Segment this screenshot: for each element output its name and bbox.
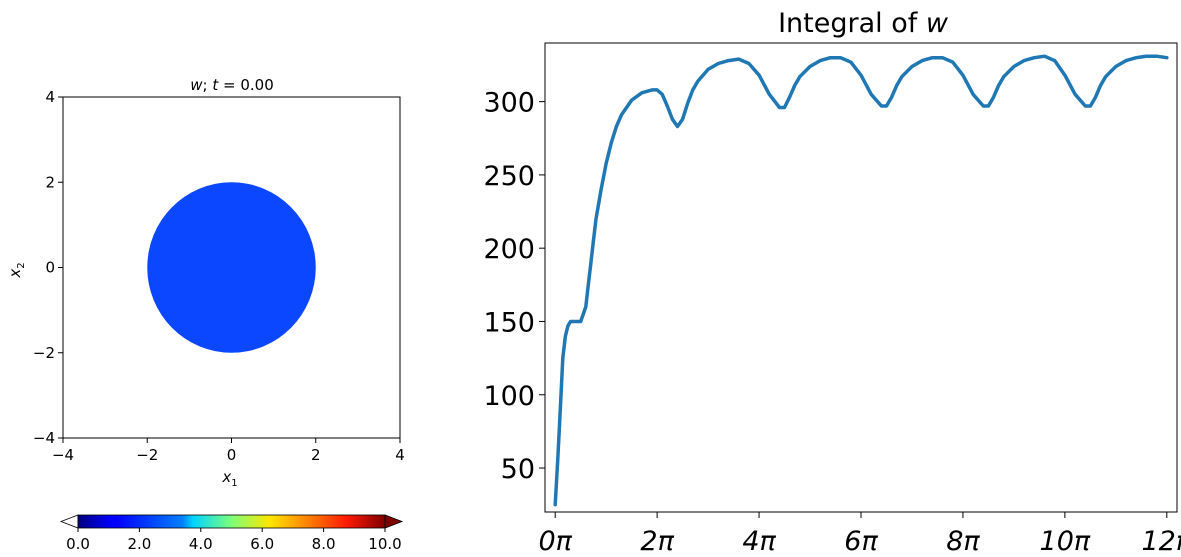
colorbar-tick-label: 0.0 <box>66 535 90 553</box>
heatmap-y-tick-label: −2 <box>33 344 55 362</box>
integral-series-line <box>553 54 1169 507</box>
line-x-tick-label: 0π <box>538 526 572 557</box>
colorbar-max-extension <box>384 514 404 529</box>
line-x-ticks: 0π 2π 4π 6π 8π 10π 12π <box>538 512 1181 557</box>
heatmap-x-tick-label: 4 <box>395 446 405 464</box>
line-x-tick-label: 6π <box>844 526 878 557</box>
heatmap-y-tick-label: 4 <box>45 88 55 106</box>
line-frame <box>544 42 1178 513</box>
heatmap-x-tick-label: −2 <box>136 446 158 464</box>
colorbar-tick-label: 2.0 <box>127 535 151 553</box>
heatmap-plot-area <box>147 182 316 353</box>
line-y-tick-label: 100 <box>483 381 535 412</box>
line-x-tick-label: 12π <box>1141 526 1181 557</box>
colorbar-min-extension <box>59 514 79 529</box>
heatmap-x-ticks: −4 −2 0 2 4 <box>52 438 405 464</box>
line-x-tick-label: 2π <box>640 526 674 557</box>
colorbar-ticks: 0.0 2.0 4.0 6.0 8.0 10.0 <box>66 528 402 553</box>
heatmap-y-tick-label: −4 <box>33 429 55 447</box>
heatmap-panel: w; t = 0.00 −4 −2 0 2 4 −4 −2 0 2 4 x1 x2 0.0 2.0… <box>6 76 405 553</box>
heatmap-y-tick-label: 2 <box>45 173 55 191</box>
colorbar-tick-label: 6.0 <box>250 535 274 553</box>
line-x-tick-label: 10π <box>1040 526 1091 557</box>
colorbar: 0.0 2.0 4.0 6.0 8.0 10.0 <box>59 514 404 553</box>
line-y-tick-label: 250 <box>483 161 535 192</box>
line-y-tick-label: 300 <box>483 88 535 119</box>
colorbar-tick-label: 10.0 <box>368 535 401 553</box>
disk-region <box>147 182 316 353</box>
heatmap-x-axis-label: x1 <box>221 468 237 489</box>
line-chart-title: Integral of w <box>778 8 949 39</box>
heatmap-y-ticks: −4 −2 0 2 4 <box>33 88 63 447</box>
heatmap-y-tick-label: 0 <box>45 259 55 277</box>
line-plot-area <box>553 54 1169 507</box>
colorbar-tick-label: 8.0 <box>312 535 336 553</box>
colorbar-frame <box>77 514 386 529</box>
line-y-tick-label: 50 <box>501 454 535 485</box>
line-y-ticks: 50 100 150 200 250 300 <box>483 88 545 485</box>
line-x-tick-label: 8π <box>946 526 980 557</box>
heatmap-y-axis-label: x2 <box>6 262 27 278</box>
heatmap-title: w; t = 0.00 <box>190 76 274 94</box>
line-panel: Integral of w 0π 2π 4π 6π 8π 10π 12π 50 100 150 2… <box>483 8 1181 557</box>
colorbar-tick-label: 4.0 <box>189 535 213 553</box>
heatmap-x-tick-label: 2 <box>311 446 321 464</box>
heatmap-x-tick-label: −4 <box>52 446 74 464</box>
line-x-tick-label: 4π <box>742 526 776 557</box>
line-y-tick-label: 150 <box>483 307 535 338</box>
colorbar-gradient <box>78 515 385 528</box>
heatmap-x-tick-label: 0 <box>227 446 237 464</box>
line-y-tick-label: 200 <box>483 234 535 265</box>
